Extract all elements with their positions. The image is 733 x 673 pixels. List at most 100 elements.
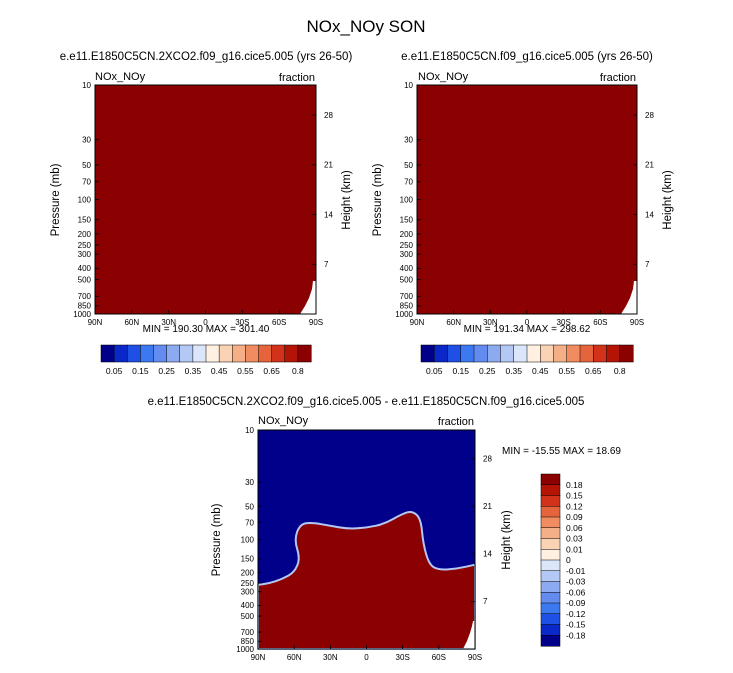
y-tick-label: 700 — [78, 292, 92, 301]
colorbar-label: 0.35 — [505, 366, 522, 376]
colorbar-swatch — [540, 592, 561, 604]
panel-title: e.e11.E1850C5CN.2XCO2.f09_g16.cice5.005 … — [148, 396, 585, 408]
y-tick-label: 400 — [78, 264, 92, 273]
colorbar: 0.180.150.120.090.060.030.010-0.01-0.03-… — [540, 473, 586, 647]
panel-top-left: e.e11.E1850C5CN.2XCO2.f09_g16.cice5.005 … — [50, 51, 353, 376]
y-tick-label: 850 — [241, 637, 255, 646]
colorbar-swatch — [232, 344, 246, 363]
colorbar-label: 0.25 — [158, 366, 175, 376]
colorbar-label: -0.18 — [566, 630, 586, 640]
colorbar-label: -0.03 — [566, 577, 586, 587]
x-tick-label: 30N — [483, 318, 498, 327]
colorbar-label: 0.01 — [566, 544, 583, 554]
y-axis-right-title: Height (km) — [662, 170, 674, 230]
x-tick-label: 90N — [410, 318, 425, 327]
colorbar-swatch — [487, 344, 502, 363]
variable-label: NOx_NOy — [258, 415, 309, 427]
units-label: fraction — [279, 72, 315, 84]
x-tick-label: 30N — [161, 318, 176, 327]
axes: 1030507010015020025030040050070085010002… — [236, 426, 492, 662]
colorbar-swatch — [500, 344, 515, 363]
y-right-tick-label: 7 — [645, 260, 650, 269]
y-axis-right-title: Height (km) — [341, 170, 353, 230]
colorbar-swatch — [100, 344, 115, 363]
data-field — [417, 85, 637, 314]
colorbar-swatch — [540, 527, 561, 540]
colorbar-label: -0.06 — [566, 587, 586, 597]
y-tick-label: 100 — [400, 195, 414, 204]
colorbar-swatch — [166, 344, 181, 363]
y-axis-title: Pressure (mb) — [372, 163, 384, 236]
y-right-tick-label: 28 — [483, 455, 492, 464]
missing-data-region — [621, 281, 637, 314]
colorbar-label: 0.06 — [566, 523, 583, 533]
colorbar-swatch — [192, 344, 207, 363]
colorbar-swatch — [540, 635, 561, 647]
colorbar-swatch — [606, 344, 621, 363]
y-tick-label: 200 — [400, 230, 414, 239]
colorbar-swatch — [540, 538, 561, 550]
colorbar-swatch — [297, 344, 312, 363]
x-tick-label: 60N — [124, 318, 139, 327]
colorbar-label: 0.05 — [106, 366, 123, 376]
colorbar-swatch — [140, 344, 155, 363]
colorbar-swatch — [513, 344, 528, 363]
x-tick-label: 30S — [557, 318, 571, 327]
colorbar-swatch — [553, 344, 568, 363]
colorbar-swatch — [127, 344, 141, 363]
y-tick-label: 250 — [78, 241, 92, 250]
colorbar-label: 0.15 — [566, 491, 583, 501]
y-right-tick-label: 14 — [645, 210, 654, 219]
colorbar-label: 0.15 — [132, 366, 149, 376]
figure-title: NOx_NOy SON — [306, 17, 425, 36]
x-tick-label: 30S — [235, 318, 249, 327]
y-tick-label: 500 — [78, 275, 92, 284]
colorbar-swatch — [579, 344, 594, 363]
y-axis-title: Pressure (mb) — [50, 163, 62, 236]
x-tick-label: 60N — [446, 318, 461, 327]
y-tick-label: 100 — [241, 535, 255, 544]
colorbar-swatch — [540, 559, 561, 572]
y-tick-label: 30 — [404, 135, 413, 144]
colorbar-label: 0.55 — [558, 366, 575, 376]
units-label: fraction — [438, 416, 474, 428]
colorbar-swatch — [473, 344, 488, 363]
y-tick-label: 1000 — [236, 645, 254, 654]
y-tick-label: 50 — [245, 502, 254, 511]
y-tick-label: 200 — [78, 230, 92, 239]
y-right-tick-label: 14 — [483, 550, 492, 559]
colorbar-label: -0.01 — [566, 566, 586, 576]
y-tick-label: 10 — [245, 426, 254, 435]
colorbar-label: 0.55 — [237, 366, 254, 376]
x-tick-label: 90N — [251, 653, 266, 662]
y-right-tick-label: 21 — [324, 161, 333, 170]
y-tick-label: 30 — [245, 478, 254, 487]
colorbar-label: 0.09 — [566, 512, 583, 522]
colorbar: 0.05 0.15 0.25 0.35 0.45 0.55 0.65 0.8 — [100, 344, 312, 376]
y-tick-label: 70 — [404, 178, 413, 187]
colorbar-label: 0.15 — [452, 366, 469, 376]
y-tick-label: 70 — [245, 518, 254, 527]
colorbar: 0.05 0.15 0.25 0.35 0.45 0.55 0.65 0.8 — [420, 344, 634, 376]
y-tick-label: 850 — [400, 302, 414, 311]
x-tick-label: 90S — [309, 318, 323, 327]
y-tick-label: 1000 — [395, 310, 413, 319]
y-right-tick-label: 28 — [645, 111, 654, 120]
colorbar-label: -0.15 — [566, 620, 586, 630]
colorbar-swatch — [540, 602, 561, 615]
colorbar-label: 0.45 — [211, 366, 228, 376]
x-tick-label: 0 — [364, 653, 369, 662]
colorbar-swatch — [540, 473, 561, 486]
colorbar-label: 0 — [566, 555, 571, 565]
axes: 1030507010015020025030040050070085010002… — [73, 81, 333, 327]
colorbar-swatch — [540, 516, 561, 529]
y-tick-label: 300 — [241, 588, 255, 597]
x-tick-label: 60S — [432, 653, 446, 662]
panel-difference: e.e11.E1850C5CN.2XCO2.f09_g16.cice5.005 … — [148, 396, 622, 662]
colorbar-label: 0.35 — [185, 366, 202, 376]
y-tick-label: 100 — [78, 195, 92, 204]
variable-label: NOx_NOy — [418, 71, 469, 83]
min-max-stats: MIN = 191.34 MAX = 298.62 — [464, 324, 591, 335]
panel-title: e.e11.E1850C5CN.f09_g16.cice5.005 (yrs 2… — [401, 51, 653, 63]
